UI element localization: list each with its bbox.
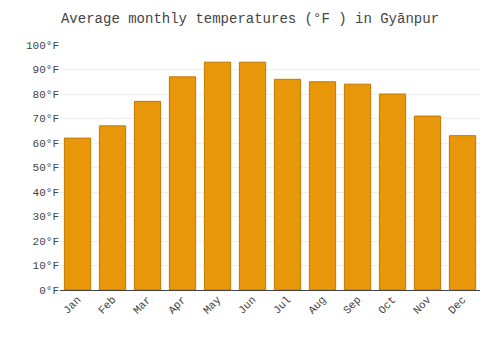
svg-text:Apr: Apr bbox=[166, 294, 188, 316]
svg-text:Oct: Oct bbox=[376, 294, 398, 316]
svg-text:20°F: 20°F bbox=[33, 236, 59, 248]
svg-text:10°F: 10°F bbox=[33, 260, 59, 272]
svg-text:Sep: Sep bbox=[341, 294, 363, 316]
svg-text:Jul: Jul bbox=[271, 294, 293, 316]
svg-text:Feb: Feb bbox=[96, 294, 118, 316]
svg-text:50°F: 50°F bbox=[33, 162, 59, 174]
svg-text:Jun: Jun bbox=[236, 294, 258, 316]
svg-text:100°F: 100°F bbox=[26, 40, 59, 52]
svg-text:Dec: Dec bbox=[446, 294, 468, 316]
svg-text:70°F: 70°F bbox=[33, 113, 59, 125]
svg-text:0°F: 0°F bbox=[39, 285, 59, 297]
svg-text:Nov: Nov bbox=[411, 294, 434, 317]
svg-text:Aug: Aug bbox=[306, 294, 328, 316]
svg-text:80°F: 80°F bbox=[33, 89, 59, 101]
svg-text:Jan: Jan bbox=[61, 294, 83, 316]
svg-text:May: May bbox=[201, 294, 224, 317]
svg-text:Average monthly temperatures (: Average monthly temperatures (°F ) in Gy… bbox=[61, 11, 439, 27]
svg-text:90°F: 90°F bbox=[33, 64, 59, 76]
svg-text:60°F: 60°F bbox=[33, 138, 59, 150]
svg-text:Mar: Mar bbox=[131, 294, 153, 316]
svg-text:40°F: 40°F bbox=[33, 187, 59, 199]
svg-text:30°F: 30°F bbox=[33, 211, 59, 223]
